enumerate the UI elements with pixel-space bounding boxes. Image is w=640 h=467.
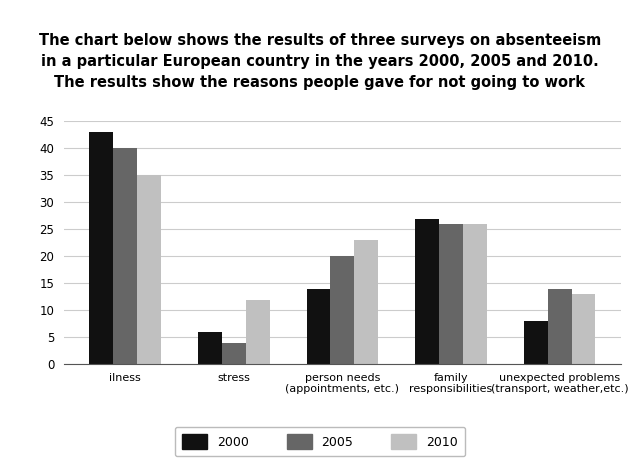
Bar [572,294,595,364]
Bar [113,149,137,364]
Bar [439,224,463,364]
Text: The chart below shows the results of three surveys on absenteeism
in a particula: The chart below shows the results of thr… [39,33,601,90]
Bar [137,176,161,364]
Bar [355,240,378,364]
Bar [90,132,113,364]
Bar [548,289,572,364]
Bar [524,321,548,364]
Bar [330,256,355,364]
Legend: 2000, 2005, 2010: 2000, 2005, 2010 [175,427,465,456]
Bar [463,224,487,364]
Bar [222,343,246,364]
Bar [307,289,330,364]
Bar [415,219,439,364]
Bar [198,332,222,364]
Bar [246,299,269,364]
